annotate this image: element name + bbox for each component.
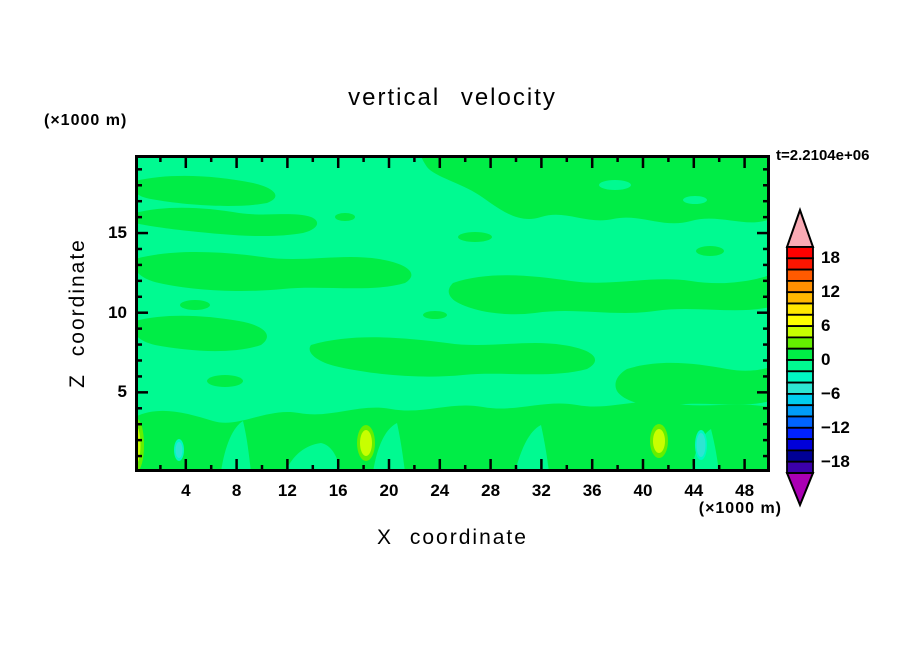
- colorbar-label: 18: [821, 248, 840, 268]
- colorbar-over-arrow: [785, 206, 815, 248]
- colorbar-segment: [786, 460, 814, 474]
- colorbar-label: 12: [821, 282, 840, 302]
- colorbar-segment: [786, 370, 814, 384]
- colorbar-segment: [786, 246, 814, 260]
- x-tick-label: 44: [684, 481, 704, 500]
- colorbar-segment: [786, 336, 814, 350]
- y-tick-label: 15: [108, 223, 127, 243]
- time-annotation: t=2.2104e+06: [776, 147, 870, 164]
- colorbar: [785, 206, 815, 508]
- colorbar-label: −6: [821, 383, 841, 403]
- contour-field: [135, 155, 770, 472]
- x-tick-label: 48: [735, 481, 755, 500]
- colorbar-segment: [786, 449, 814, 463]
- x-tick-label: 28: [481, 481, 501, 500]
- x-tick-label: 32: [531, 481, 551, 500]
- x-axis-title: X coordinate: [377, 526, 528, 549]
- colorbar-segment: [786, 381, 814, 395]
- colorbar-label: −18: [821, 451, 850, 471]
- colorbar-segment: [786, 313, 814, 328]
- colorbar-label: 0: [821, 350, 831, 369]
- y-tick-label: 10: [108, 302, 127, 322]
- field-positive-bands: [135, 155, 770, 472]
- x-axis-unit-label: (×1000 m): [698, 500, 782, 517]
- y-axis-unit-label: (×1000 m): [44, 112, 128, 129]
- x-tick-label: 12: [277, 481, 297, 500]
- colorbar-segment: [786, 347, 814, 361]
- colorbar-segment: [786, 392, 814, 407]
- colorbar-segment: [786, 404, 814, 418]
- plot-frame: [135, 155, 770, 472]
- colorbar-segment: [786, 426, 814, 441]
- x-tick-label: 8: [231, 481, 242, 500]
- colorbar-segment: [786, 257, 814, 271]
- colorbar-label: −12: [821, 417, 850, 437]
- colorbar-segment: [786, 359, 814, 373]
- plot-border: [135, 155, 770, 472]
- colorbar-segment: [786, 268, 814, 282]
- x-tick-label: 40: [633, 481, 653, 500]
- colorbar-segment: [786, 280, 814, 294]
- colorbar-segment: [786, 325, 814, 339]
- x-tick-label: 36: [582, 481, 602, 500]
- colorbar-segment: [786, 291, 814, 305]
- colorbar-under-arrow: [785, 472, 815, 508]
- colorbar-label: 6: [821, 316, 831, 336]
- x-tick-label: 20: [379, 481, 399, 500]
- colorbar-segment: [786, 302, 814, 316]
- colorbar-segment: [786, 438, 814, 452]
- x-tick-label: 4: [181, 481, 191, 500]
- field-local-minima: [174, 430, 707, 461]
- x-tick-label: 16: [328, 481, 348, 500]
- colorbar-segment: [786, 415, 814, 429]
- plot-title: vertical velocity: [348, 84, 557, 111]
- y-tick-label: 5: [117, 382, 127, 402]
- x-tick-label: 24: [430, 481, 450, 500]
